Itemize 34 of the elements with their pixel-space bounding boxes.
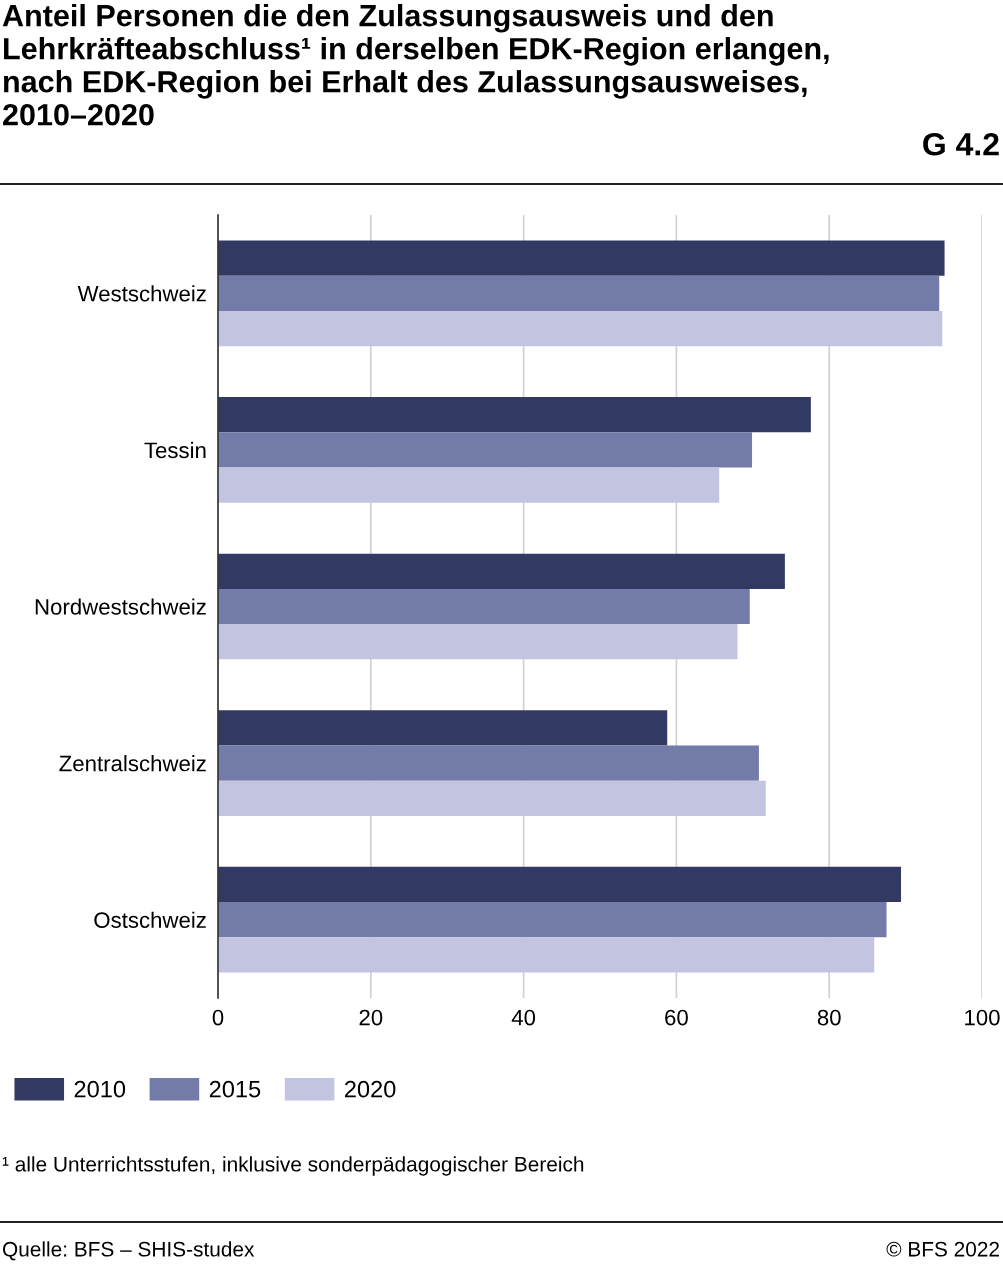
- text: © BFS 2022: [886, 1241, 999, 1257]
- legend-label: 2020: [345, 1080, 396, 1098]
- text: ¹ alle Unterrichtsstufen, inklusive sonderpädagogischer Bereich: [2, 1156, 584, 1176]
- source-note: Quelle: BFS – SHIS-studex: [2, 1241, 255, 1261]
- bar: [218, 553, 785, 589]
- bar: [218, 937, 875, 973]
- bar: [218, 745, 759, 781]
- x-tick-label: 0: [212, 1009, 224, 1026]
- bar: [218, 275, 940, 311]
- y-tick-label: Westschweiz: [77, 285, 206, 302]
- y-tick-label: Ostschweiz: [94, 911, 206, 928]
- bar: [218, 240, 945, 276]
- bar: [218, 467, 720, 503]
- x-tick-label: 80: [817, 1009, 841, 1026]
- bar: [218, 710, 668, 746]
- bar: [218, 432, 753, 468]
- legend-label: 2015: [209, 1080, 261, 1098]
- bar: [218, 397, 811, 433]
- x-tick-label: 20: [359, 1009, 383, 1026]
- bar: [218, 866, 902, 903]
- y-tick-label: Tessin: [144, 441, 206, 459]
- bar: [218, 780, 766, 816]
- bar: [218, 624, 738, 660]
- chart-subtitle: G 4.2: [923, 132, 999, 156]
- bar: [218, 902, 887, 938]
- bar: [218, 588, 750, 625]
- x-tick-label: 100: [965, 1009, 1000, 1026]
- legend-label: 2010: [74, 1080, 126, 1098]
- x-tick-label: 40: [511, 1009, 536, 1026]
- chart-title: Anteil Personen die den Zulassungsausweis und den Lehrkräfteabschluss¹ in derselben EDK-Region erlangen, nach EDK-Region bei Erhalt des Zulassungsausweises, 2010–2020: [2, 4, 829, 126]
- y-tick-label: Nordwestschweiz: [35, 598, 206, 615]
- y-tick-label: Zentralschweiz: [59, 755, 206, 772]
- bar: [218, 310, 943, 347]
- x-tick-label: 60: [665, 1009, 688, 1026]
